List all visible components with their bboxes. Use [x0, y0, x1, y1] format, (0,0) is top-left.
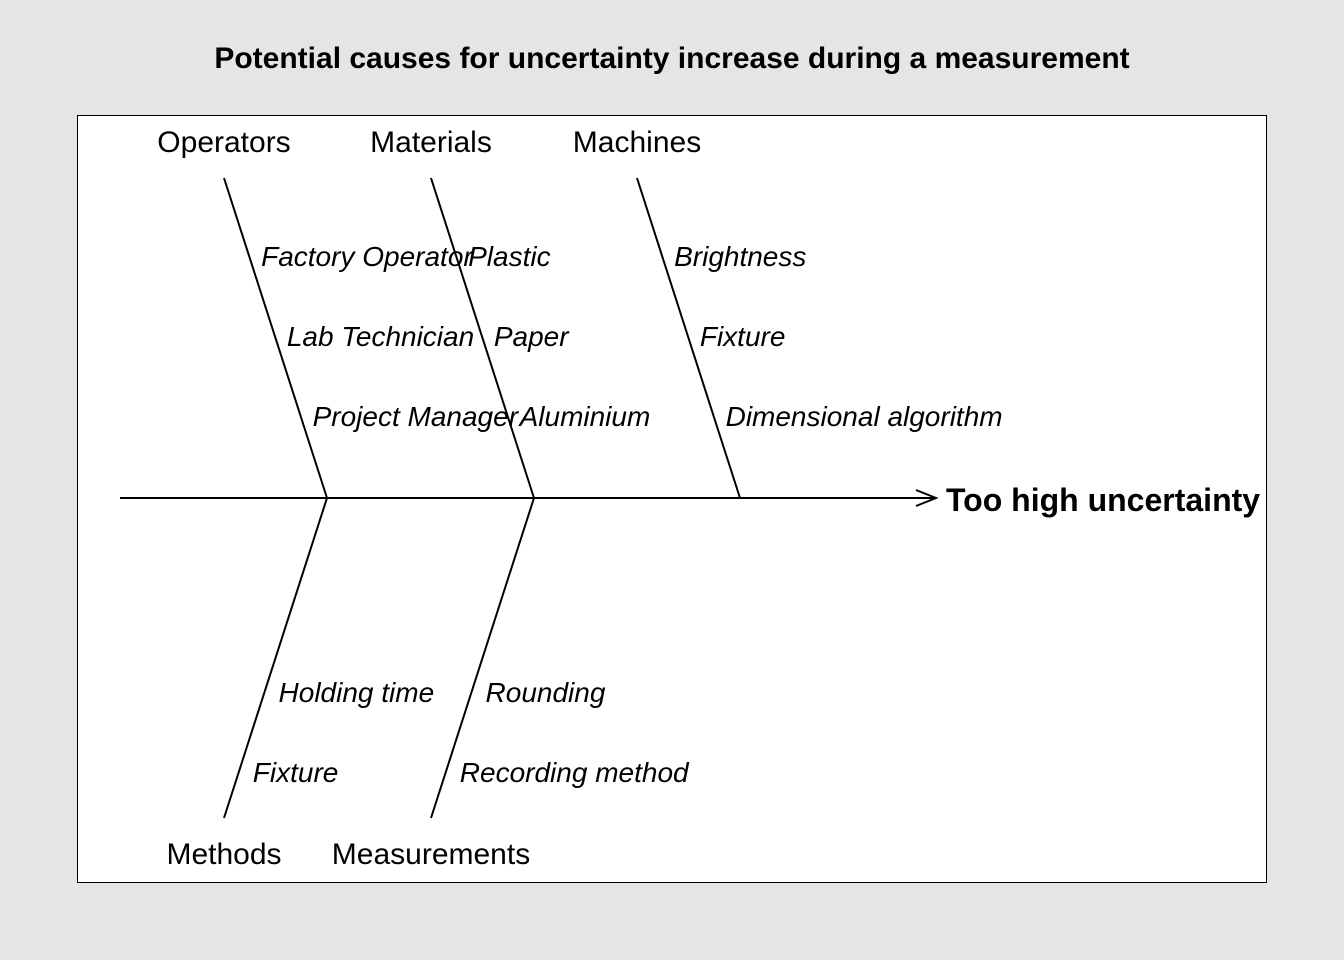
cause-label: Project Manager	[313, 401, 520, 432]
category-label-materials: Materials	[370, 126, 492, 159]
bone-materials	[430, 177, 535, 499]
category-label-machines: Machines	[573, 126, 701, 159]
cause-label: Brightness	[674, 241, 806, 272]
category-label-measurements: Measurements	[332, 838, 530, 871]
bone-operators	[223, 177, 328, 499]
cause-label: Recording method	[460, 757, 690, 788]
effect-label: Too high uncertainty	[946, 482, 1260, 518]
diagram-title: Potential causes for uncertainty increas…	[214, 42, 1129, 75]
spine-arrowhead	[915, 489, 939, 507]
cause-label: Plastic	[468, 241, 550, 272]
category-label-operators: Operators	[157, 126, 290, 159]
bones-layer: Operators Factory Operator Lab Technician P…	[157, 126, 1002, 871]
bone-methods	[223, 497, 328, 819]
cause-label: Aluminium	[518, 401, 651, 432]
cause-label: Holding time	[279, 677, 435, 708]
cause-label: Rounding	[486, 677, 606, 708]
bone-machines	[636, 177, 741, 499]
cause-label: Fixture	[700, 321, 786, 352]
cause-label: Lab Technician	[287, 321, 474, 352]
cause-label: Fixture	[253, 757, 339, 788]
cause-label: Paper	[494, 321, 570, 352]
cause-label: Dimensional algorithm	[726, 401, 1003, 432]
cause-label: Factory Operator	[261, 241, 474, 272]
category-label-methods: Methods	[166, 838, 281, 871]
bone-measurements	[430, 497, 535, 819]
